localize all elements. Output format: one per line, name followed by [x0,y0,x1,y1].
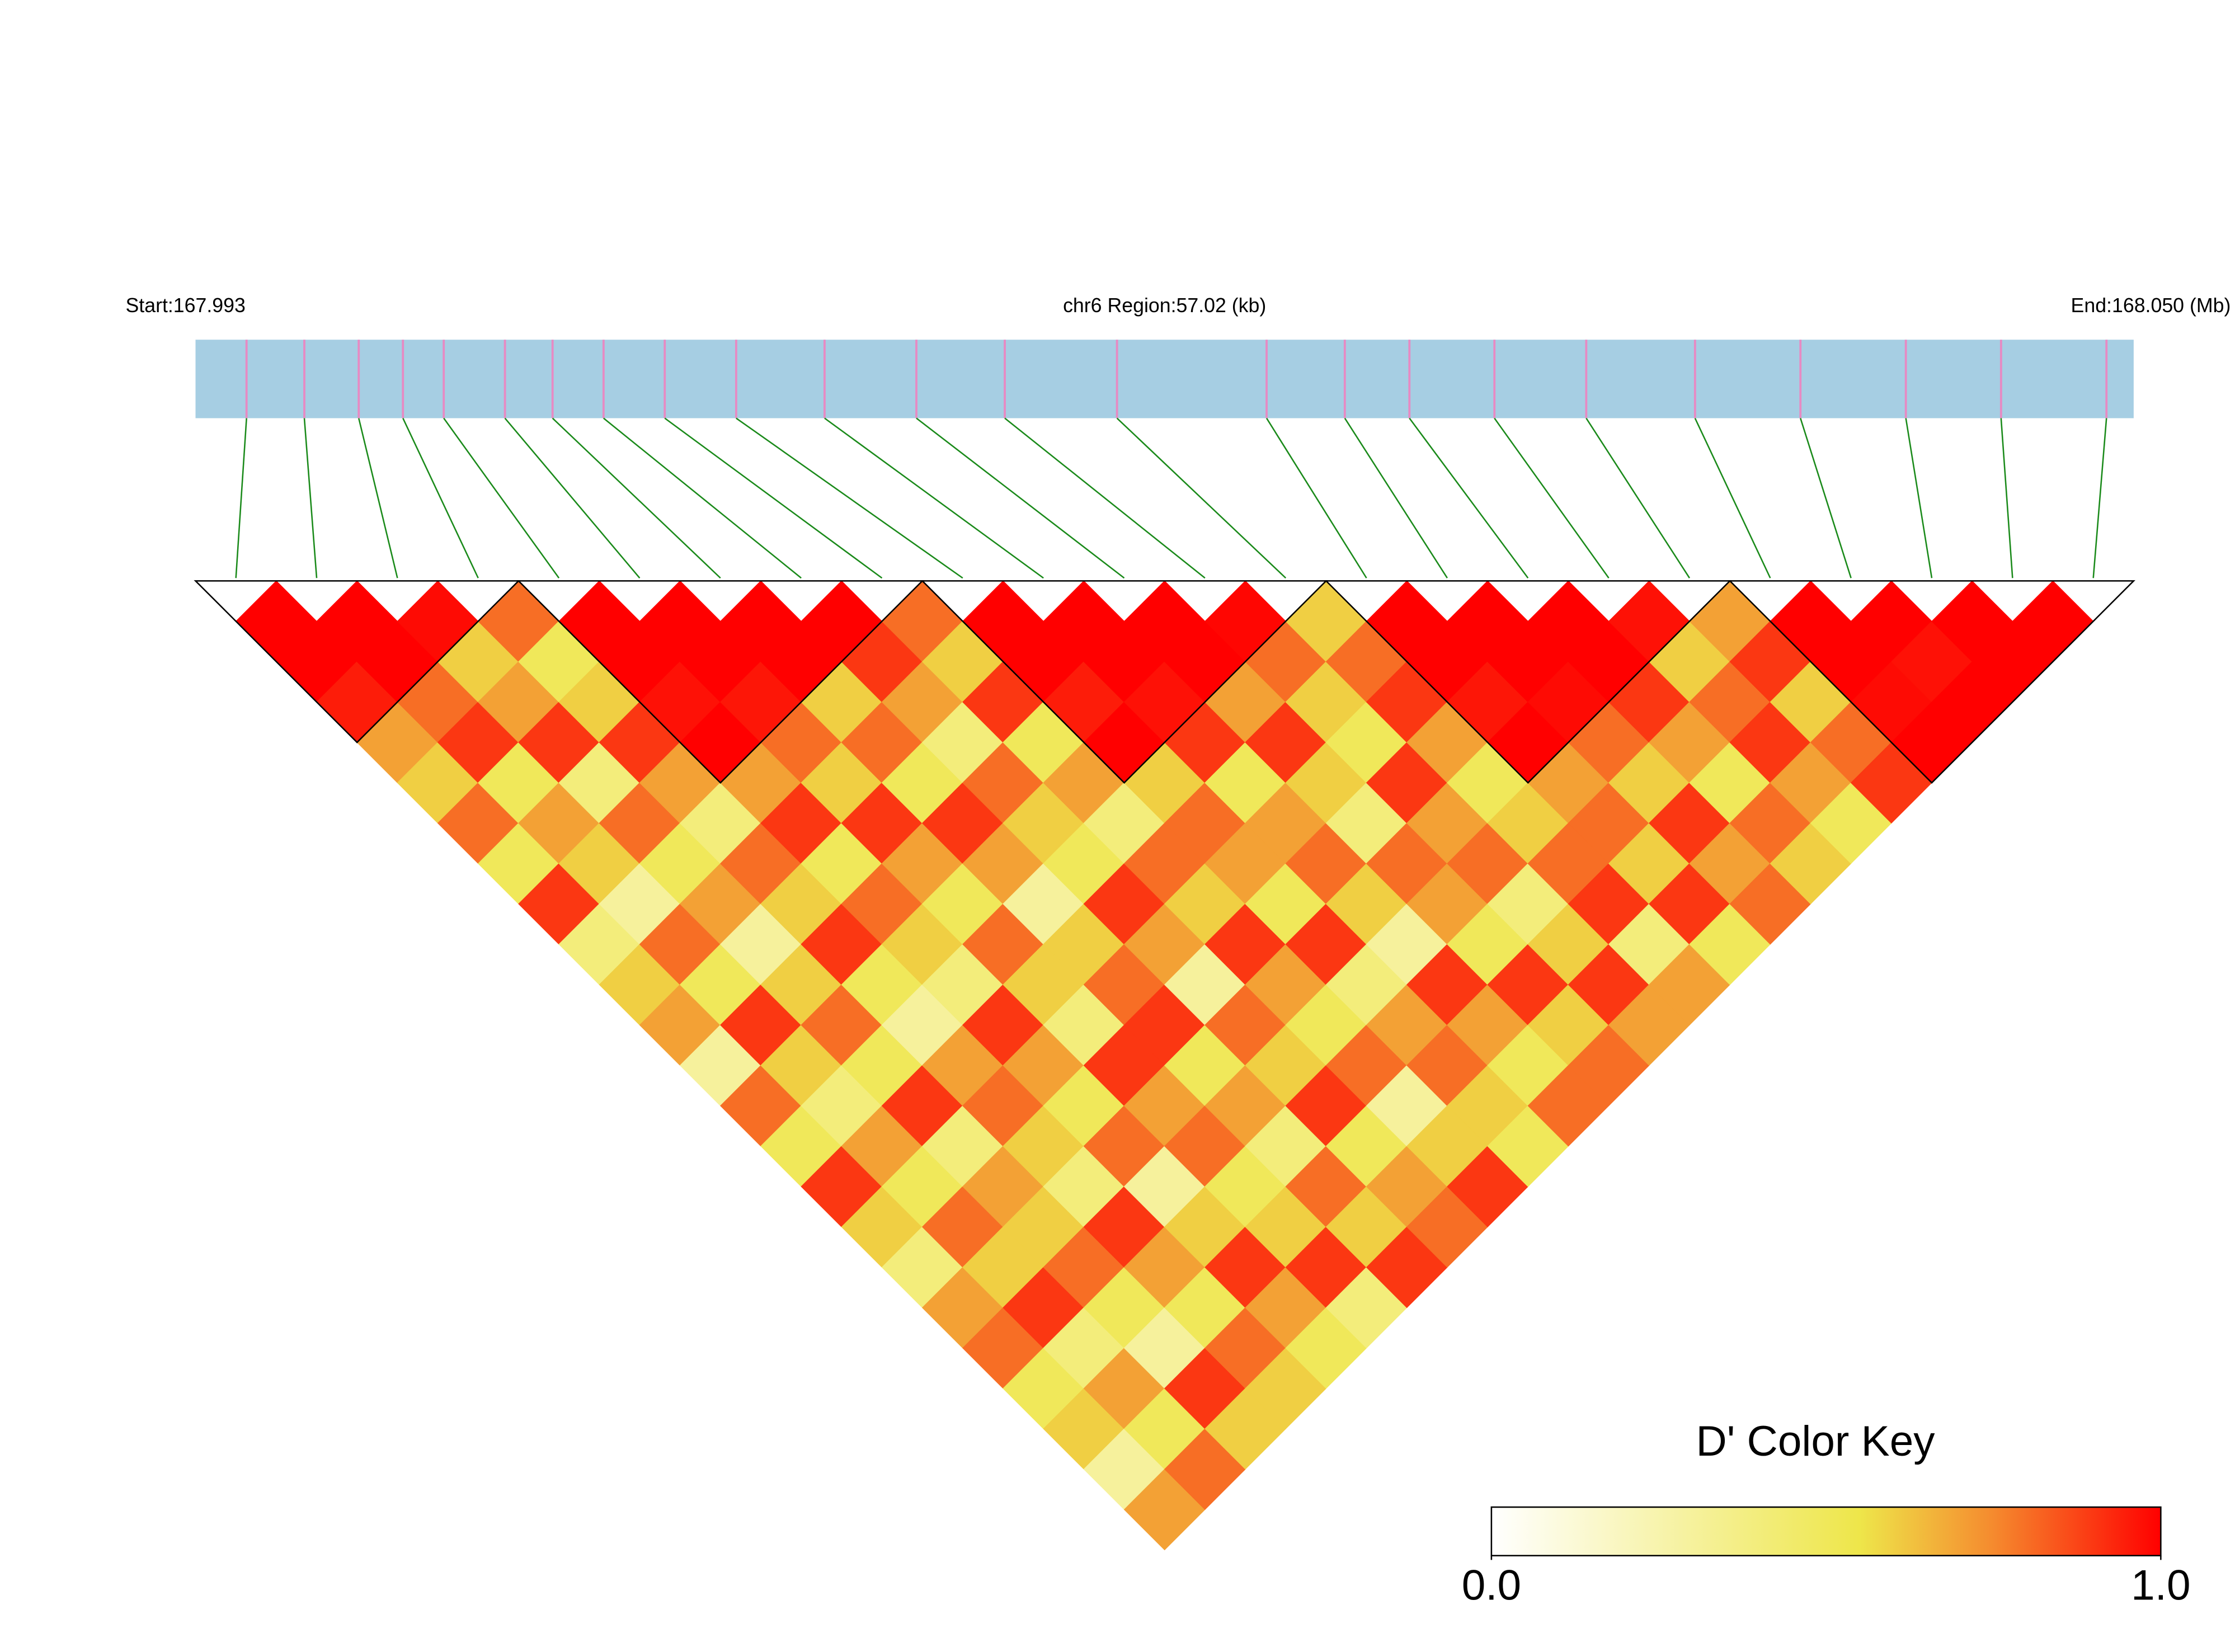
colorbar [1490,1506,2162,1557]
snp-link [1344,417,1448,578]
ld-block [194,580,520,743]
snp-link [1265,417,1367,578]
snp-link [824,417,1044,579]
snp-link [1905,418,1933,578]
snp-link [916,417,1125,579]
snp-link [552,417,721,579]
region-bar [195,340,2134,418]
snp-link [664,417,883,579]
ld-block [1324,580,1732,784]
ld-block [516,580,924,784]
snp-link [1494,417,1610,578]
snp-link [2092,418,2107,578]
snp-link [235,418,247,578]
start-label: Start:167.993 [125,294,245,317]
end-label: End:168.050 (Mb) [2071,294,2231,317]
snp-link [1694,417,1771,578]
snp-link [504,417,641,579]
snp-link [357,418,398,578]
ld-block [920,580,1328,784]
colorbar-tick-label: 0.0 [1462,1562,1521,1609]
snp-link [1116,417,1287,579]
snp-link [402,417,479,578]
snp-link [736,417,963,579]
snp-link [1800,418,1852,578]
snp-link [1409,417,1529,579]
snp-link [1004,417,1206,579]
colorbar-tick-label: 1.0 [2131,1562,2190,1609]
region-label: chr6 Region:57.02 (kb) [1063,294,1266,317]
ld-block [1728,580,2135,784]
snp-link [1585,417,1691,578]
snp-link [443,417,560,578]
snp-link [303,418,318,578]
snp-link [2000,418,2013,578]
snp-link [603,417,802,579]
colorbar-title: D' Color Key [1696,1418,1935,1465]
